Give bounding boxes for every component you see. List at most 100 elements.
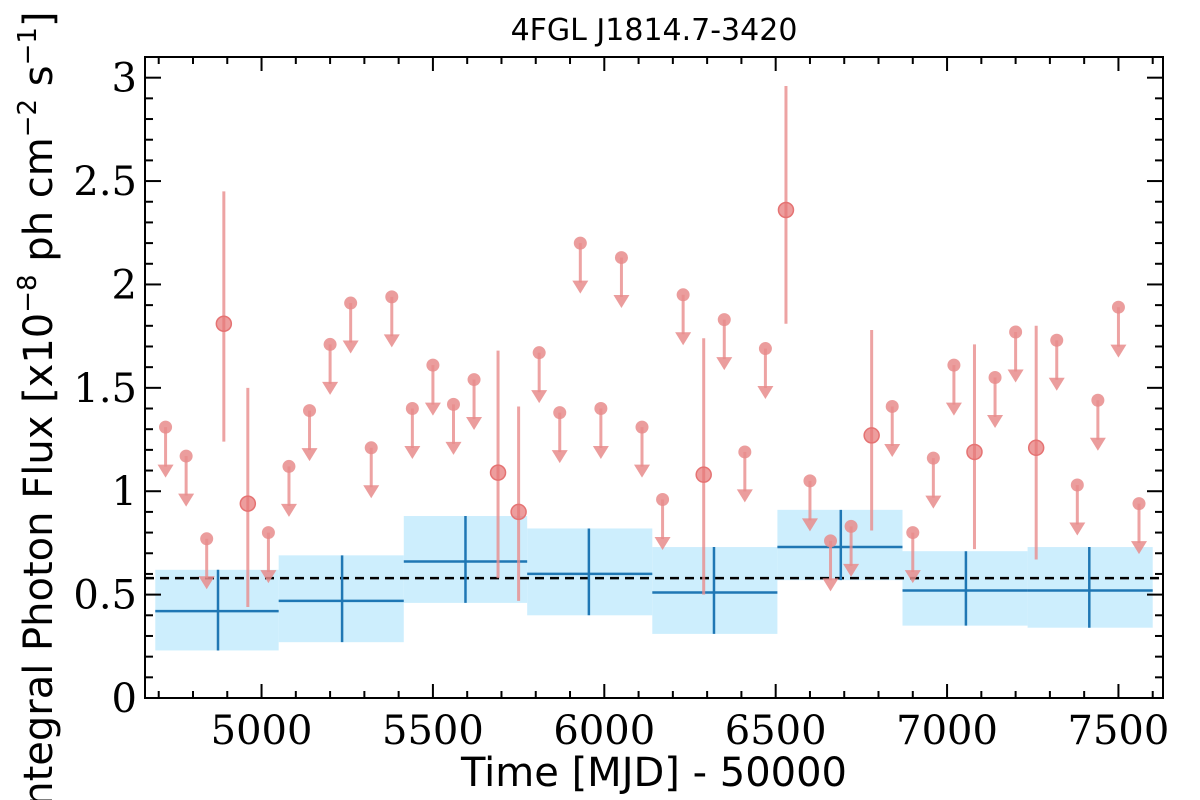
y-axis-label-part: s <box>16 65 62 99</box>
upper-limit-arrowhead <box>260 570 277 584</box>
y-axis-label: Integral Photon Flux [x10−8 ph cm−2 s−1] <box>13 11 62 800</box>
x-tick-label: 5500 <box>382 708 484 754</box>
upper-limit-arrowhead <box>925 495 942 509</box>
upper-limit-arrowhead <box>945 402 962 416</box>
upper-limit-arrowhead <box>757 386 774 400</box>
upper-limit-arrowhead <box>801 518 818 532</box>
upper-limit-point <box>614 251 628 265</box>
y-axis-label-exp: −8 <box>13 274 43 312</box>
x-axis-label: Time [MJD] - 50000 <box>460 750 847 796</box>
y-tick-label: 1 <box>112 469 137 515</box>
upper-limit-arrowhead <box>178 493 195 507</box>
y-axis-label-part: Integral Photon Flux [x10 <box>16 313 62 800</box>
upper-limit-arrowhead <box>904 570 921 584</box>
plot-frame <box>144 56 1164 699</box>
y-axis-label-part: ph cm <box>16 137 62 274</box>
detection-point <box>1027 439 1045 457</box>
detection-point <box>863 427 880 444</box>
upper-limit-arrowhead <box>654 536 671 550</box>
upper-limit-point <box>573 236 587 250</box>
upper-limit-point <box>200 532 214 546</box>
detection-point <box>777 201 795 219</box>
chart-title: 4FGL J1814.7-3420 <box>511 13 798 48</box>
x-tick-label: 7000 <box>896 708 998 754</box>
upper-limit-arrowhead <box>716 357 733 371</box>
upper-limit-arrowhead <box>1131 541 1148 555</box>
x-tick-label: 5000 <box>211 708 313 754</box>
upper-limit-point <box>885 399 899 413</box>
upper-limit-point <box>1009 325 1023 339</box>
long-bin-errorbars <box>155 509 1153 651</box>
upper-limit-point <box>1050 333 1064 347</box>
axis-ticks: 5000 5500 6000 6500 7000 7500 0 0.5 1 1.5 2 2.5 3 <box>73 56 1169 754</box>
upper-limit-arrowhead <box>404 446 421 460</box>
y-tick-label: 1.5 <box>73 366 137 412</box>
upper-limit-arrowhead <box>1007 369 1024 383</box>
upper-limit-point <box>385 290 399 304</box>
upper-limit-point <box>426 358 440 372</box>
upper-limit-arrowhead <box>531 390 548 404</box>
upper-limit-point <box>738 445 752 459</box>
detection-point <box>695 466 712 483</box>
upper-limit-arrowhead <box>1089 437 1106 451</box>
detection-point <box>239 495 257 512</box>
upper-limit-point <box>988 371 1002 384</box>
upper-limit-point <box>405 402 419 416</box>
upper-limit-point <box>635 420 649 434</box>
upper-limit-point <box>303 404 317 418</box>
upper-limit-point <box>159 420 173 434</box>
upper-limit-point <box>532 346 546 360</box>
upper-limit-point <box>717 313 731 327</box>
upper-limit-arrowhead <box>613 295 630 309</box>
x-tick-label: 6500 <box>725 708 827 754</box>
y-tick-label: 0 <box>112 676 137 722</box>
upper-limit-point <box>947 358 961 372</box>
upper-limit-arrowhead <box>198 576 215 590</box>
upper-limit-point <box>467 373 481 387</box>
detection-point <box>510 503 527 521</box>
y-tick-label: 0.5 <box>73 573 137 619</box>
upper-limit-arrowhead <box>301 448 318 462</box>
upper-limit-point <box>1132 497 1146 511</box>
upper-limit-point <box>553 406 567 420</box>
upper-limit-arrowhead <box>322 381 339 395</box>
upper-limit-point <box>179 449 193 463</box>
x-tick-label: 6000 <box>553 708 655 754</box>
detection-point <box>489 464 507 481</box>
upper-limit-point <box>446 397 460 411</box>
upper-limit-point <box>844 519 858 533</box>
upper-limit-point <box>824 534 838 548</box>
upper-limit-arrowhead <box>572 280 589 294</box>
upper-limit-arrowhead <box>280 503 297 517</box>
upper-limit-point <box>364 441 378 455</box>
upper-limit-arrowhead <box>551 450 568 464</box>
y-tick-label: 2.5 <box>73 159 137 205</box>
upper-limit-arrowhead <box>363 485 380 499</box>
upper-limit-arrowhead <box>466 417 483 431</box>
upper-limit-arrowhead <box>592 446 609 460</box>
upper-limit-point <box>926 451 940 465</box>
upper-limit-arrowhead <box>1110 344 1127 358</box>
detection-point <box>966 443 983 461</box>
y-axis-label-part: ] <box>16 11 62 27</box>
upper-limit-point <box>594 402 608 416</box>
upper-limit-arrowhead <box>157 464 174 478</box>
plot-border <box>144 56 1164 699</box>
upper-limit-arrowhead <box>424 402 441 416</box>
upper-limit-arrowhead <box>1069 522 1086 536</box>
upper-limit-point <box>758 342 772 356</box>
upper-limit-point <box>344 296 358 310</box>
short-bin-points <box>157 85 1148 608</box>
upper-limit-arrowhead <box>884 443 901 457</box>
upper-limit-arrowhead <box>675 332 692 346</box>
upper-limit-arrowhead <box>383 334 400 348</box>
upper-limit-arrowhead <box>1048 377 1065 391</box>
upper-limit-point <box>1091 393 1105 407</box>
upper-limit-point <box>656 492 670 506</box>
detection-point <box>215 315 233 332</box>
upper-limit-point <box>261 526 275 540</box>
upper-limit-point <box>323 337 337 351</box>
upper-limit-arrowhead <box>634 464 651 478</box>
y-axis-label-exp: −2 <box>13 99 43 137</box>
